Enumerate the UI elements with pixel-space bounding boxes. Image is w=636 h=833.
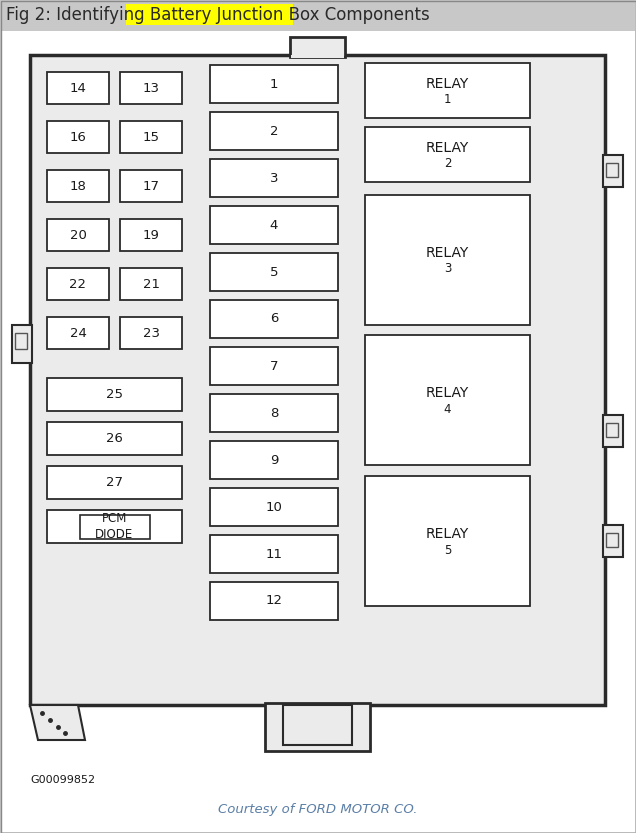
Text: 27: 27 — [106, 476, 123, 489]
Text: 24: 24 — [69, 327, 86, 340]
Bar — [210, 112, 338, 150]
Text: RELAY: RELAY — [426, 77, 469, 91]
Text: 20: 20 — [69, 228, 86, 242]
Text: 9: 9 — [270, 453, 278, 466]
Text: 4: 4 — [444, 402, 452, 416]
Text: RELAY: RELAY — [426, 527, 469, 541]
Bar — [120, 170, 182, 202]
Polygon shape — [30, 705, 85, 740]
Bar — [120, 268, 182, 300]
Bar — [210, 394, 338, 432]
Text: 23: 23 — [142, 327, 160, 340]
Bar — [606, 423, 618, 437]
Text: Fig 2: Identifying Battery Junction Box Components: Fig 2: Identifying Battery Junction Box … — [6, 6, 430, 24]
Bar — [210, 441, 338, 479]
Text: 2: 2 — [270, 124, 279, 137]
Bar — [210, 300, 338, 338]
Text: 10: 10 — [266, 501, 282, 513]
Bar — [126, 4, 293, 25]
Text: 6: 6 — [270, 312, 278, 326]
Bar — [210, 206, 338, 244]
Bar — [210, 347, 338, 385]
Bar — [47, 510, 182, 543]
Bar — [47, 170, 109, 202]
Bar — [210, 582, 338, 620]
Bar — [47, 466, 182, 499]
Text: 8: 8 — [270, 407, 278, 420]
Bar — [603, 415, 623, 447]
Text: 15: 15 — [142, 131, 160, 143]
Text: 25: 25 — [106, 388, 123, 401]
Bar — [365, 195, 530, 325]
Bar — [290, 37, 345, 57]
Bar — [47, 219, 109, 251]
Text: RELAY: RELAY — [426, 386, 469, 400]
Bar — [47, 72, 109, 104]
Text: 1: 1 — [270, 77, 279, 91]
Text: 3: 3 — [444, 262, 451, 276]
Bar — [15, 333, 27, 349]
Text: 17: 17 — [142, 179, 160, 192]
Text: 5: 5 — [270, 266, 279, 278]
Bar — [120, 72, 182, 104]
Bar — [365, 476, 530, 606]
Bar — [30, 55, 605, 705]
Bar — [120, 317, 182, 349]
Text: 16: 16 — [69, 131, 86, 143]
Bar — [365, 335, 530, 465]
Bar — [210, 253, 338, 291]
Text: Courtesy of FORD MOTOR CO.: Courtesy of FORD MOTOR CO. — [218, 804, 418, 816]
Text: 13: 13 — [142, 82, 160, 94]
Bar — [603, 155, 623, 187]
Bar — [606, 163, 618, 177]
Bar — [365, 127, 530, 182]
Text: 11: 11 — [265, 547, 282, 561]
Bar — [120, 219, 182, 251]
Bar — [47, 422, 182, 455]
Bar — [603, 525, 623, 557]
Bar — [606, 533, 618, 547]
Text: 7: 7 — [270, 360, 279, 372]
Bar — [210, 535, 338, 573]
Bar — [210, 159, 338, 197]
Text: 2: 2 — [444, 157, 452, 170]
Text: RELAY: RELAY — [426, 246, 469, 260]
Bar — [283, 705, 352, 745]
Text: 14: 14 — [69, 82, 86, 94]
Text: RELAY: RELAY — [426, 141, 469, 154]
Text: 12: 12 — [265, 595, 282, 607]
Text: G00099852: G00099852 — [30, 775, 95, 785]
Text: 19: 19 — [142, 228, 160, 242]
Bar — [290, 37, 345, 57]
Text: 22: 22 — [69, 277, 86, 291]
Text: PCM
DIODE: PCM DIODE — [95, 512, 134, 541]
Text: 1: 1 — [444, 93, 452, 106]
Bar — [265, 703, 370, 751]
Bar — [47, 378, 182, 411]
Bar — [365, 63, 530, 118]
Bar — [210, 65, 338, 103]
Bar — [210, 488, 338, 526]
Bar — [120, 121, 182, 153]
Text: 21: 21 — [142, 277, 160, 291]
Bar — [80, 515, 149, 538]
Bar — [47, 268, 109, 300]
Text: 4: 4 — [270, 218, 278, 232]
Bar — [12, 325, 32, 363]
Text: 5: 5 — [444, 543, 451, 556]
Text: 3: 3 — [270, 172, 279, 184]
Bar — [47, 317, 109, 349]
Bar — [47, 121, 109, 153]
Bar — [291, 55, 344, 58]
Text: 26: 26 — [106, 432, 123, 445]
Text: 18: 18 — [69, 179, 86, 192]
